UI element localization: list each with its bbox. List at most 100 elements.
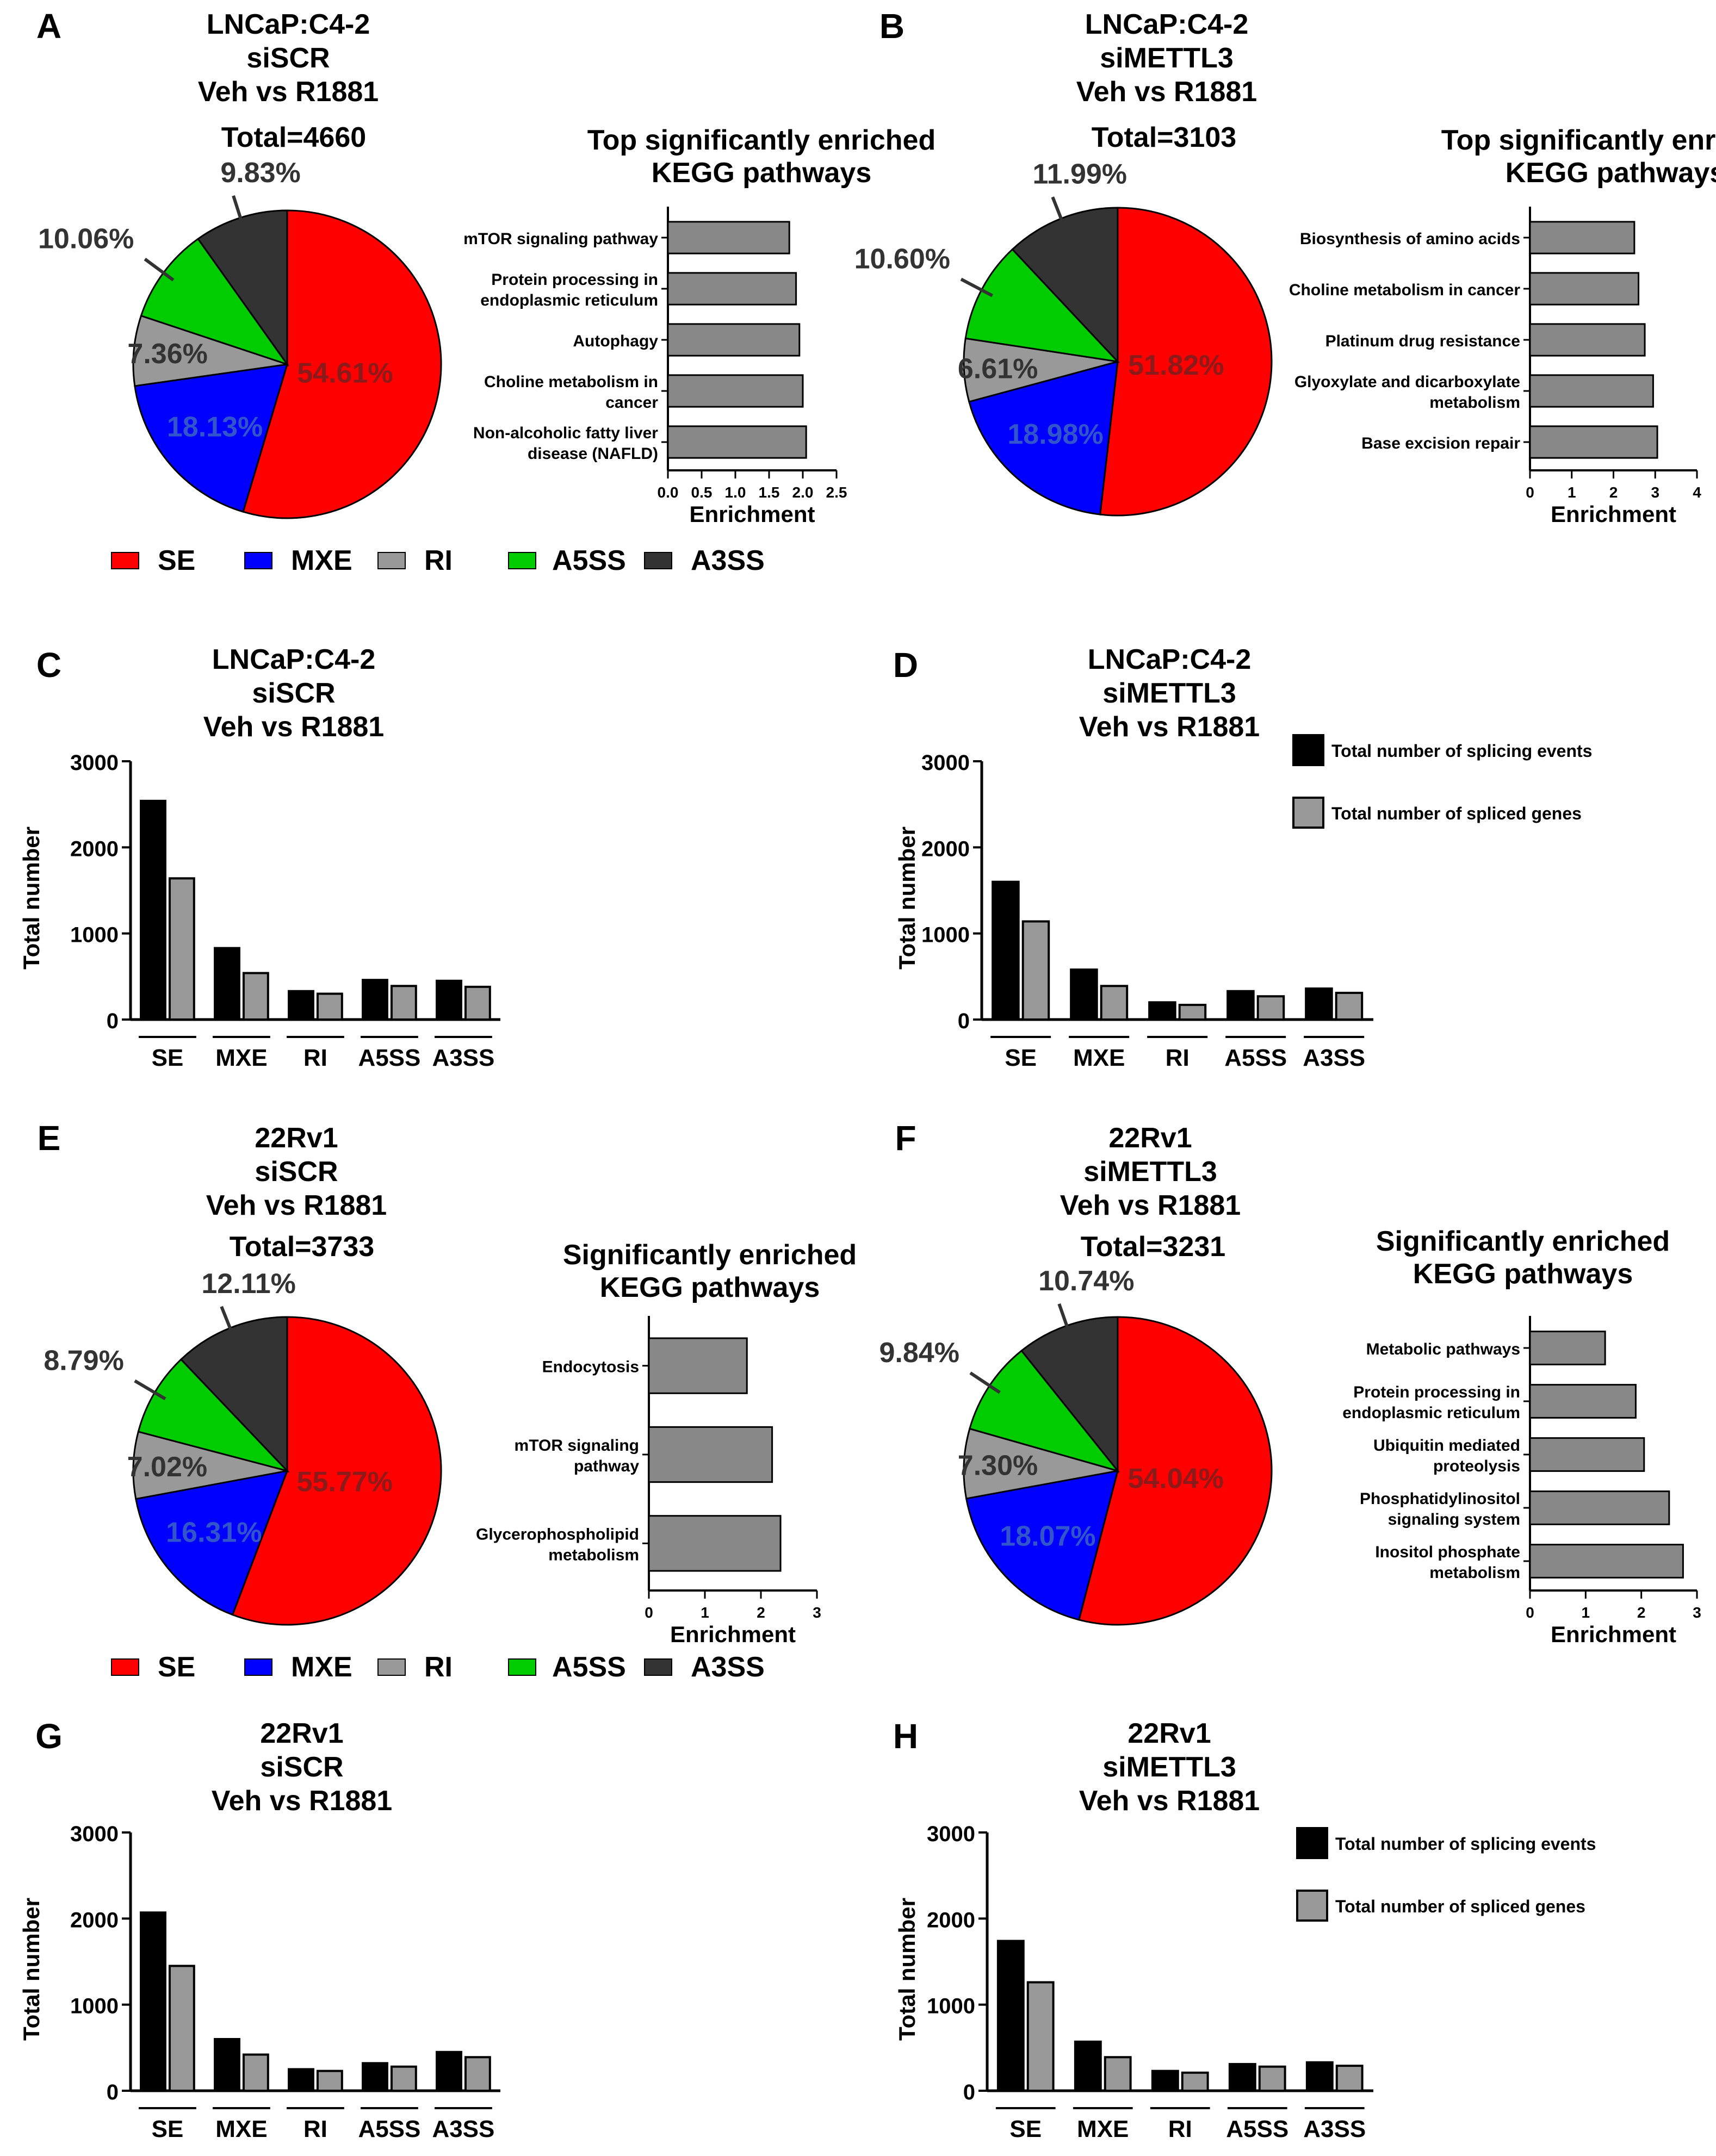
panel-letter-G: G [35,1717,63,1756]
kegg-x-label: Enrichment [1551,501,1676,527]
pie-slice-RI [963,337,1118,403]
kegg-bar [1529,1384,1637,1419]
bar-A3SS-genes [464,985,491,1021]
pie-leader-A5SS [134,1379,166,1401]
bar-y-label: Total number [894,1898,920,2041]
kegg-x-tick-label: 1 [1582,1604,1590,1621]
panel-title-line: Veh vs R1881 [1060,1190,1241,1221]
bar-MXE-genes [242,2053,269,2092]
kegg-bar-label: pathway [574,1457,639,1475]
bar-category-label: MXE [1073,1045,1125,1071]
kegg-bar [648,1426,773,1483]
panel-letter-F: F [895,1119,916,1158]
kegg-x-tick-label: 0 [1526,1604,1534,1621]
panel-letter-B: B [879,7,905,46]
pie-leader-A5SS [960,277,993,297]
bar-A3SS-events [1305,987,1333,1021]
kegg-bar-label: Phosphatidylinositol [1360,1490,1520,1508]
kegg-bar-label: Ubiquitin mediated [1373,1437,1520,1455]
bar-RI-genes [1178,1004,1207,1021]
bar-A5SS-genes [390,2065,417,2092]
kegg-x-tick-label: 0.5 [691,484,713,501]
pie-slice-SE [231,1316,442,1626]
pie-label-RI: 6.61% [958,353,1038,384]
pie-total-label: Total=3231 [1081,1231,1225,1263]
bar-A3SS-events [1305,2061,1334,2092]
kegg-x-tick-label: 3 [1693,1604,1701,1621]
legend-swatch-SE [111,1658,139,1676]
bar-y-tick-label: 2000 [921,837,970,861]
pie-total-label: Total=4660 [221,122,366,153]
bar-A3SS-genes [1335,991,1364,1021]
bar-A3SS-genes [464,2056,491,2092]
kegg-title-line: KEGG pathways [600,1272,820,1303]
kegg-bar-label: Glyoxylate and dicarboxylate [1294,373,1520,391]
kegg-bar-label: Protein processing in [1353,1383,1520,1401]
pie-leader-A3SS [232,195,246,230]
bar-A5SS-events [362,2062,388,2092]
bar-A5SS-events [362,979,388,1021]
bar-MXE-events [214,947,240,1021]
kegg-bar [667,425,807,459]
bar-category-label: MXE [1077,2116,1129,2142]
kegg-title-line: Significantly enriched [1376,1226,1670,1257]
legend-label-SE: SE [158,1651,195,1683]
panel-title-line: LNCaP:C4-2 [1085,9,1249,40]
panel-title-line: siSCR [260,1751,343,1783]
kegg-bar-label: disease (NAFLD) [528,445,658,463]
bar-RI-genes [316,992,343,1021]
bar-legend-label: Total number of splicing events [1331,741,1592,761]
bar-y-label: Total number [18,827,44,970]
bar-SE-events [992,880,1020,1021]
pie-label-A3SS: 12.11% [201,1268,296,1300]
bar-SE-genes [1026,1981,1055,2092]
kegg-x-tick-label: 0.0 [658,484,679,501]
bar-category-label: A5SS [358,2116,420,2142]
kegg-x-tick-label: 2 [1609,484,1618,501]
pie-slice-RI [132,314,288,387]
bar-category-label: RI [303,1045,327,1071]
bar-RI-events [1148,1001,1176,1021]
bar-legend-label: Total number of spliced genes [1331,804,1582,823]
pie-label-MXE: 18.07% [1000,1520,1095,1552]
bar-RI-genes [1181,2071,1209,2092]
kegg-x-tick-label: 4 [1693,484,1701,501]
kegg-bar [1529,1490,1670,1525]
bar-MXE-events [214,2038,240,2092]
panel-title-line: Veh vs R1881 [212,1785,392,1817]
legend-label-RI: RI [424,545,453,576]
bar-SE-genes [1021,920,1050,1021]
pie-slice-MXE [135,1470,289,1616]
legend-label-SE: SE [158,545,195,576]
bar-y-tick-label: 3000 [70,751,119,775]
kegg-bar-label: Protein processing in [491,271,658,289]
kegg-x-tick-label: 3 [1651,484,1659,501]
pie-label-RI: 7.30% [958,1450,1038,1481]
bar-legend-label: Total number of splicing events [1335,1834,1596,1854]
bar-A5SS-events [1226,990,1255,1021]
bar-SE-events [140,1911,166,2092]
panel-letter-E: E [38,1119,61,1158]
pie-label-SE: 51.82% [1128,350,1224,381]
panel-title-line: siMETTL3 [1100,42,1234,74]
pie-label-SE: 54.61% [297,358,393,389]
kegg-bar-label: cancer [605,394,658,412]
kegg-bar [1529,221,1636,254]
bar-y-tick-label: 3000 [927,1822,975,1846]
bar-category-label: SE [1009,2116,1042,2142]
bar-category-label: A3SS [432,2116,494,2142]
kegg-x-label: Enrichment [689,501,815,527]
bar-SE-genes [168,877,195,1021]
bar-MXE-events [1070,968,1098,1021]
pie-label-MXE: 16.31% [166,1517,262,1548]
bar-y-label: Total number [894,827,920,970]
kegg-title-line: Significantly enriched [563,1239,857,1271]
pie-label-MXE: 18.13% [167,412,263,443]
bar-A5SS-genes [1256,995,1285,1021]
pie-leader-A3SS [1051,196,1068,231]
bar-MXE-genes [242,972,269,1021]
bar-category-label: MXE [215,1045,267,1071]
panel-title-line: 22Rv1 [260,1718,343,1749]
kegg-bar [1529,323,1646,357]
